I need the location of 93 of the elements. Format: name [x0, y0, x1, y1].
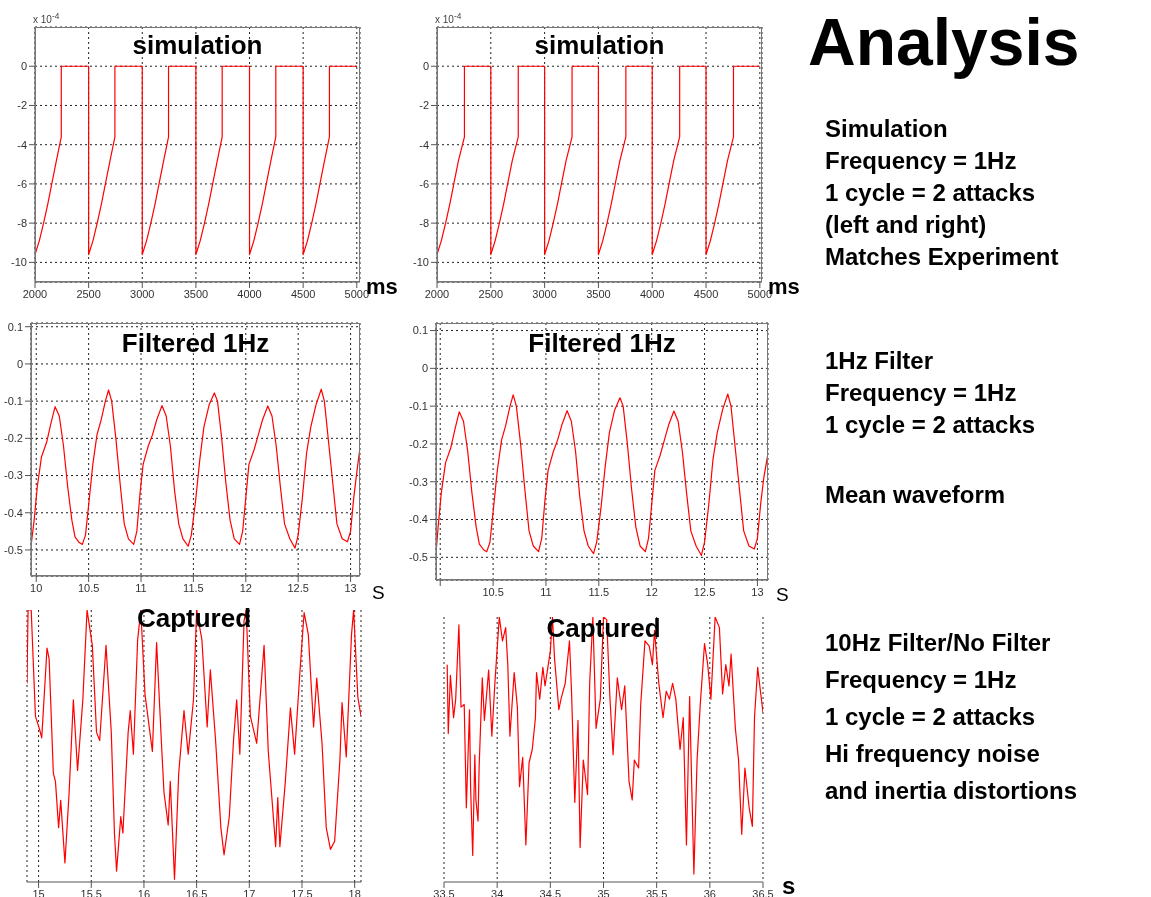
- x-tick-label: 36.5: [752, 887, 774, 897]
- y-tick-label: -0.3: [4, 469, 23, 482]
- y-tick-label: -2: [17, 99, 27, 112]
- text: x 10$^{-4}$: [33, 11, 60, 26]
- text: Frequency = 1Hz: [825, 147, 1017, 175]
- y-tick-label: -6: [419, 177, 429, 190]
- y-tick-label: -0.3: [409, 475, 428, 488]
- y-tick-label: -0.5: [409, 551, 428, 564]
- x-tick-label: 3500: [183, 287, 209, 300]
- x-tick-label: 12.5: [287, 581, 309, 594]
- text: 1 cycle = 2 attacks: [825, 179, 1036, 207]
- x-tick-label: 35.5: [645, 887, 668, 897]
- x-tick-label: 12.5: [693, 585, 716, 598]
- text: Frequency = 1Hz: [825, 379, 1017, 407]
- text: Simulation: [825, 115, 948, 143]
- y-tick-label: 0.1: [7, 320, 23, 333]
- y-tick-label: -0.2: [4, 432, 23, 445]
- x-tick-label: 3000: [532, 287, 557, 300]
- text: (left and right): [825, 211, 987, 239]
- x-axis-title: S: [372, 582, 385, 604]
- x-tick-label: 34.5: [539, 887, 562, 897]
- x-tick-label: 12: [239, 581, 252, 594]
- y-tick-label: -4: [419, 138, 429, 151]
- y-tick-label: -6: [17, 177, 27, 190]
- y-tick-label: -8: [17, 217, 27, 230]
- y-tick-label: 0: [20, 60, 27, 73]
- text: 10Hz Filter/No Filter: [825, 629, 1051, 657]
- x-tick-label: 10.5: [77, 581, 100, 594]
- x-tick-label: 3000: [130, 287, 155, 300]
- x-tick-label: 15.5: [80, 887, 102, 897]
- x-tick-label: 11.5: [183, 581, 204, 594]
- line-series: [35, 65, 358, 256]
- x-tick-label: 11: [135, 581, 147, 594]
- x-axis-title: s: [782, 872, 796, 897]
- y-tick-label: -8: [419, 217, 429, 230]
- x-tick-label: 34: [491, 887, 504, 897]
- text: Matches Experiment: [825, 243, 1059, 271]
- x-tick-label: 17.5: [291, 887, 313, 897]
- y-tick-label: -2: [419, 99, 429, 112]
- y-tick-label: -10: [413, 256, 429, 269]
- x-tick-label: 17: [243, 887, 256, 897]
- x-tick-label: 4500: [693, 287, 719, 300]
- x-tick-label: 2500: [478, 287, 504, 300]
- chart-title: Filtered 1Hz: [527, 328, 677, 359]
- chart-title: Filtered 1Hz: [120, 328, 271, 359]
- line-series: [437, 65, 761, 256]
- x-tick-label: 4000: [237, 287, 262, 300]
- x-tick-label: 2500: [76, 287, 101, 300]
- text: x 10$^{-4}$: [435, 11, 462, 26]
- y-tick-label: -0.1: [4, 395, 23, 408]
- y-tick-label: 0: [422, 60, 429, 73]
- text: Frequency = 1Hz: [825, 666, 1017, 694]
- y-tick-label: -0.2: [409, 437, 428, 450]
- x-tick-label: 4500: [290, 287, 316, 300]
- y-tick-label: -10: [11, 256, 27, 269]
- y-tick-label: -0.5: [4, 543, 23, 556]
- x-tick-label: 11: [540, 585, 552, 598]
- y-tick-label: -0.4: [4, 506, 23, 519]
- x-tick-label: 3500: [586, 287, 611, 300]
- x-tick-label: 4000: [639, 287, 665, 300]
- x-tick-label: 36: [703, 887, 716, 897]
- x-tick-label: 13: [751, 585, 764, 598]
- y-tick-label: -0.4: [409, 513, 428, 526]
- x-tick-label: 16.5: [185, 887, 208, 897]
- text: Mean waveform: [825, 481, 1006, 509]
- y-tick-label: -4: [17, 138, 27, 151]
- x-tick-label: 12: [645, 585, 658, 598]
- y-tick-label: 0: [421, 362, 428, 375]
- x-tick-label: 10.5: [482, 585, 504, 598]
- x-tick-label: 16: [137, 887, 151, 897]
- x-tick-label: 2000: [424, 287, 450, 300]
- y-tick-label: 0.1: [412, 324, 428, 337]
- x-tick-label: 2000: [22, 287, 48, 300]
- x-tick-label: 35: [597, 887, 610, 897]
- x-axis-title: S: [776, 584, 789, 606]
- text: Analysis: [808, 4, 1080, 80]
- y-tick-label: -0.1: [409, 400, 428, 413]
- text: Hi frequency noise: [825, 740, 1040, 768]
- text: 1Hz Filter: [825, 347, 934, 375]
- chart-title: simulation: [533, 30, 666, 61]
- line-series: [31, 388, 360, 549]
- x-tick-label: 15: [32, 887, 45, 897]
- y-tick-label: 0: [16, 357, 23, 370]
- text: and inertia distortions: [825, 777, 1078, 805]
- x-tick-label: 11.5: [588, 585, 610, 598]
- x-tick-label: 18: [348, 887, 361, 897]
- chart-title: simulation: [131, 30, 264, 61]
- text: 1 cycle = 2 attacks: [825, 703, 1036, 731]
- text: 1 cycle = 2 attacks: [825, 411, 1036, 439]
- x-tick-label: 33.5: [433, 887, 455, 897]
- x-tick-label: 13: [344, 581, 357, 594]
- x-tick-label: 10: [30, 581, 43, 594]
- line-series: [436, 393, 768, 557]
